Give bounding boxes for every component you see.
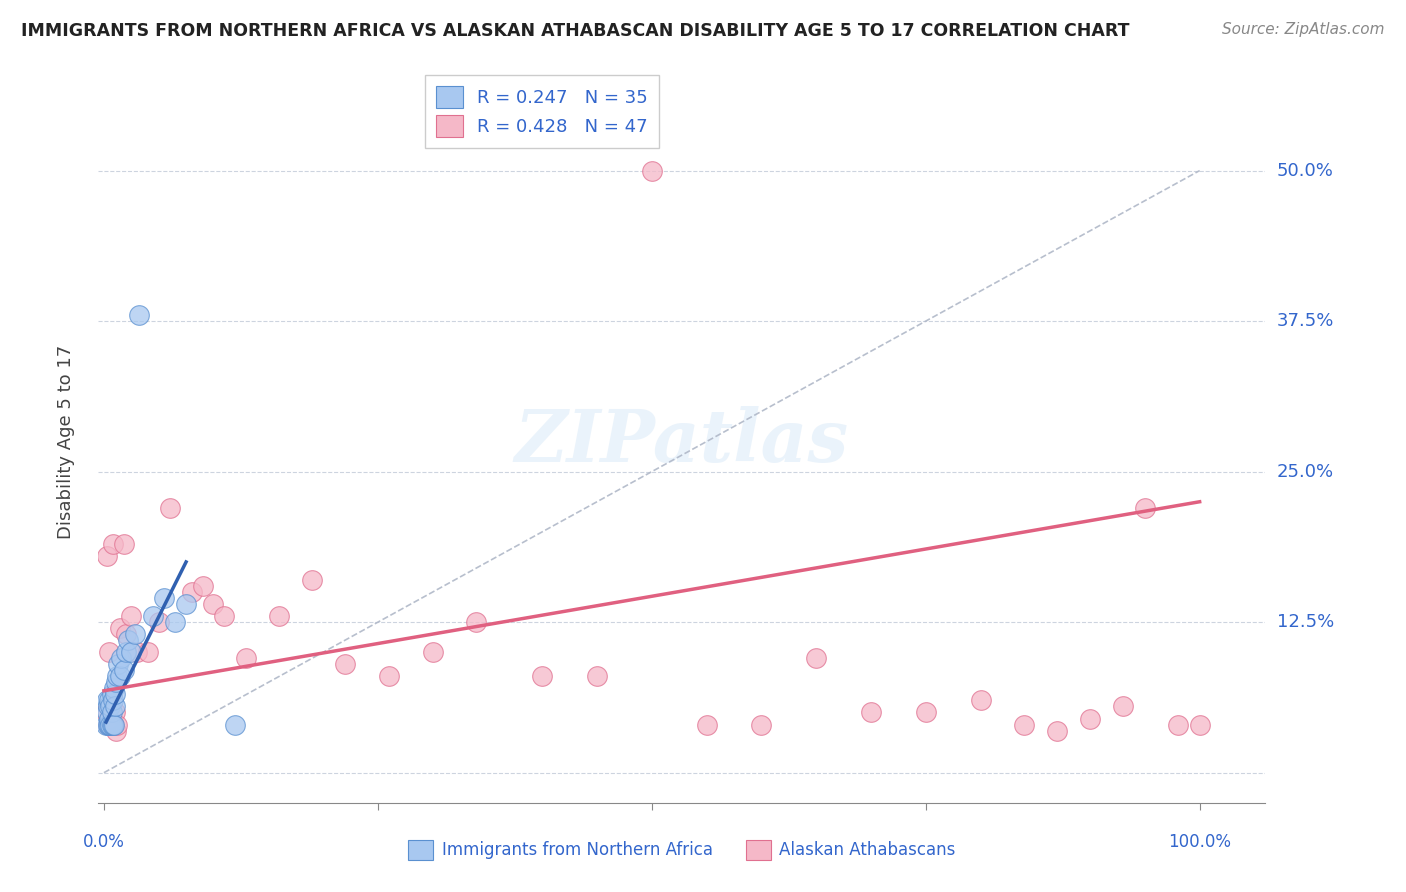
Point [101,537,124,551]
Point [97,717,120,731]
Point [103,717,125,731]
Point [1046,723,1069,738]
Point [202,597,225,611]
Point [124,627,146,641]
Point [100,717,122,731]
Point [191,579,214,593]
Point [104,699,127,714]
Point [98,693,121,707]
Point [98,717,121,731]
Text: 0.0%: 0.0% [83,833,125,851]
Point [1078,712,1101,726]
Point [104,675,127,690]
Point [1112,699,1135,714]
Point [101,693,124,707]
Point [104,687,127,701]
Point [1014,717,1036,731]
Point [100,717,122,731]
Point [105,717,128,731]
Y-axis label: Disability Age 5 to 17: Disability Age 5 to 17 [56,344,75,539]
Point [100,717,122,731]
Point [94,717,117,731]
Point [301,573,323,587]
Point [96,706,118,720]
Legend: Immigrants from Northern Africa, Alaskan Athabascans: Immigrants from Northern Africa, Alaskan… [402,833,962,867]
Text: 37.5%: 37.5% [1277,312,1334,330]
Point [333,657,356,672]
Point [100,687,122,701]
Point [422,645,444,659]
Point [97,717,120,731]
Point [465,615,488,630]
Point [103,681,125,696]
Point [1167,717,1189,731]
Point [696,717,718,731]
Point [104,723,127,738]
Point [110,669,132,683]
Point [120,609,142,624]
Point [98,645,121,659]
Point [531,669,554,683]
Point [1188,717,1211,731]
Point [114,627,136,641]
Point [105,669,128,683]
Point [104,706,127,720]
Point [859,706,882,720]
Point [378,669,401,683]
Point [142,609,165,624]
Point [101,717,124,731]
Point [110,651,132,665]
Point [100,717,122,731]
Point [97,699,120,714]
Text: 50.0%: 50.0% [1277,161,1333,179]
Text: 100.0%: 100.0% [1168,833,1232,851]
Point [112,537,135,551]
Text: IMMIGRANTS FROM NORTHERN AFRICA VS ALASKAN ATHABASCAN DISABILITY AGE 5 TO 17 COR: IMMIGRANTS FROM NORTHERN AFRICA VS ALASK… [21,22,1129,40]
Point [120,645,142,659]
Point [117,633,139,648]
Point [180,585,202,599]
Point [98,712,121,726]
Text: 12.5%: 12.5% [1277,613,1334,632]
Point [586,669,609,683]
Point [103,717,125,731]
Point [128,308,150,322]
Point [153,591,176,606]
Point [641,163,664,178]
Point [969,693,991,707]
Point [94,706,117,720]
Point [96,549,118,563]
Point [114,645,136,659]
Point [224,717,246,731]
Text: Source: ZipAtlas.com: Source: ZipAtlas.com [1222,22,1385,37]
Point [174,597,197,611]
Point [110,621,132,635]
Point [165,615,187,630]
Point [269,609,291,624]
Point [804,651,827,665]
Point [1133,500,1156,515]
Point [98,712,121,726]
Point [751,717,773,731]
Point [100,699,122,714]
Point [235,651,257,665]
Point [159,500,181,515]
Point [125,645,148,659]
Point [136,645,159,659]
Text: 25.0%: 25.0% [1277,463,1334,481]
Point [100,706,122,720]
Point [107,657,129,672]
Point [214,609,236,624]
Point [914,706,936,720]
Point [148,615,170,630]
Point [96,693,118,707]
Text: ZIPatlas: ZIPatlas [515,406,849,477]
Point [112,664,135,678]
